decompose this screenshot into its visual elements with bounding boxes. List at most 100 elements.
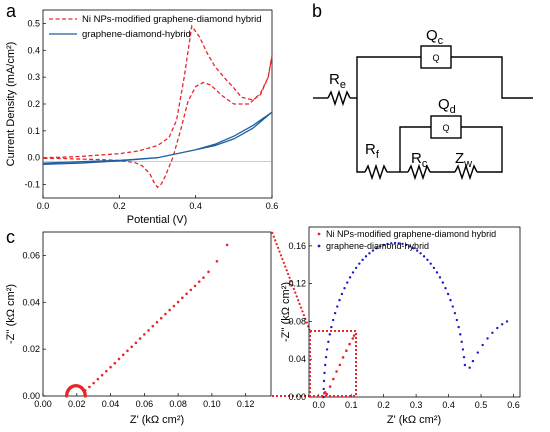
full-data-point-gd: [426, 258, 429, 262]
full-data-point-gd: [336, 305, 339, 308]
full-data-point-ni: [332, 377, 335, 381]
zoom-data-point: [117, 357, 121, 361]
zoom-y-tick-label: 0.02: [22, 344, 40, 354]
full-data-point-gd: [505, 320, 509, 323]
full-data-point-gd: [323, 363, 327, 367]
circuit-label-rc: Rc: [411, 150, 428, 170]
full-x-tick-label: 0.2: [377, 400, 390, 410]
full-data-point-gd: [449, 298, 452, 302]
full-data-point-gd: [325, 348, 329, 351]
full-data-point-gd: [446, 292, 450, 296]
full-data-point-gd: [368, 252, 371, 255]
full-data-point-gd: [331, 318, 335, 322]
full-data-point-gd: [491, 331, 494, 334]
zoom-data-point: [130, 345, 133, 349]
nyquist-zoom-chart: 0.00 0.02 0.04 0.06 0.08 0.10 0.12 0.00 0.02 0.04…: [5, 231, 272, 426]
circuit-resistor-re: [327, 89, 351, 107]
full-data-point-gd: [408, 245, 412, 248]
full-x-tick-label: 0.1: [345, 400, 358, 410]
full-data-point-gd: [441, 281, 445, 284]
circuit-label-qc: Qc: [426, 27, 444, 47]
circuit-resistor-rc: [407, 163, 431, 181]
full-x-tick-label: 0.6: [507, 400, 520, 410]
full-data-points: [321, 241, 509, 399]
full-data-point-gd: [322, 395, 325, 399]
zoom-data-point: [189, 288, 193, 292]
zoom-data-point: [151, 324, 155, 328]
zoom-data-point: [92, 381, 95, 385]
circuit-label-qd: Qd: [438, 96, 456, 116]
full-y-tick-label: 0.16: [288, 241, 306, 251]
full-y-tick-label: 0.12: [288, 279, 306, 289]
cv-x-tick-label: 0.0: [37, 201, 50, 211]
full-data-point-gd: [390, 242, 393, 245]
full-x-tick-label: 0.5: [475, 400, 488, 410]
full-x-axis-label: Z' (kΩ cm²): [387, 414, 441, 426]
zoom-data-point: [105, 369, 108, 373]
zoom-y-tick-label: 0.04: [22, 297, 40, 307]
full-data-point-gd: [461, 348, 465, 351]
full-legend-label-ni: Ni NPs-modified graphene-diamond hybrid: [326, 229, 496, 239]
full-data-point-gd: [364, 255, 368, 258]
full-data-point-gd: [324, 355, 328, 359]
zoom-data-point: [193, 284, 197, 288]
zoom-data-point: [83, 394, 87, 398]
full-data-point-gd: [322, 379, 326, 383]
circuit-wire-qd: [399, 126, 431, 172]
full-axis-ticks: 0.0 0.1 0.2 0.3 0.4 0.5 0.6 0.00 0.04 0.08 0.12 0.1…: [288, 241, 519, 410]
full-plot-frame: [308, 226, 521, 398]
full-data-point-ni: [338, 363, 342, 367]
zoom-data-point: [215, 259, 219, 263]
cv-x-tick-label: 0.4: [189, 201, 202, 211]
full-data-point-gd: [393, 241, 397, 245]
full-data-point-ni: [323, 390, 327, 394]
zoom-x-tick-label: 0.08: [169, 399, 187, 409]
zoom-plot-frame: [42, 231, 272, 397]
cv-legend-label-ni: Ni NPs-modified graphene-diamond hybrid: [82, 14, 262, 25]
full-data-point-gd: [496, 326, 499, 330]
zoom-data-point: [83, 389, 87, 392]
full-y-tick-label: 0.04: [288, 354, 306, 364]
zoom-x-tick-label: 0.02: [68, 399, 86, 409]
cv-axis-ticks: 0.0 0.2 0.4 0.6 -0.1 0.0 0.1 0.2 0.3 0.4 0.5: [24, 18, 278, 211]
full-data-point-gd: [378, 245, 382, 248]
full-legend-marker-gd: [317, 244, 321, 248]
full-data-point-gd: [358, 262, 361, 265]
zoom-data-point: [197, 280, 201, 283]
zoom-data-point: [147, 329, 150, 332]
full-data-point-gd: [476, 351, 479, 354]
full-y-tick-label: 0.00: [288, 392, 306, 402]
circuit-wire-qd-right: [461, 126, 503, 173]
full-data-point-gd: [412, 247, 415, 250]
zoom-data-point: [121, 353, 125, 357]
full-data-point-gd: [444, 286, 447, 290]
full-data-point-gd: [322, 387, 325, 391]
full-y-axis-label: -Z'' (kΩ cm²): [280, 282, 292, 342]
full-data-point-gd: [463, 363, 467, 367]
cv-y-tick-label: 0.1: [27, 126, 40, 136]
full-data-point-gd: [429, 262, 432, 265]
zoom-data-point: [202, 276, 205, 279]
cv-series-gd-line: [42, 111, 273, 166]
zoom-x-tick-label: 0.06: [136, 399, 154, 409]
full-legend-label-gd: graphene-diamond-hybrid: [326, 241, 429, 251]
zoom-x-tick-label: 0.12: [237, 399, 255, 409]
cv-y-tick-label: 0.0: [27, 153, 40, 163]
full-data-point-gd: [323, 371, 326, 375]
cv-x-tick-label: 0.6: [266, 201, 279, 211]
full-data-point-gd: [451, 305, 454, 308]
zoom-data-point: [181, 296, 184, 300]
full-data-point-gd: [486, 337, 489, 340]
zoom-y-tick-label: 0.00: [22, 391, 40, 401]
full-data-point-gd: [468, 366, 471, 369]
zoom-data-point: [100, 373, 104, 377]
full-data-point-gd: [338, 298, 341, 302]
full-data-point-gd: [401, 242, 404, 246]
circuit-labels: Re Qc Q Qd Q Rf Rc Zw: [329, 27, 472, 170]
circuit-label-zw: Zw: [455, 150, 472, 170]
full-data-point-gd: [422, 255, 426, 258]
zoom-y-tick-label: 0.06: [22, 250, 40, 260]
circuit-resistor-rf: [364, 163, 388, 181]
circuit-wire-qc: [356, 56, 421, 98]
zoom-data-point: [138, 337, 142, 340]
